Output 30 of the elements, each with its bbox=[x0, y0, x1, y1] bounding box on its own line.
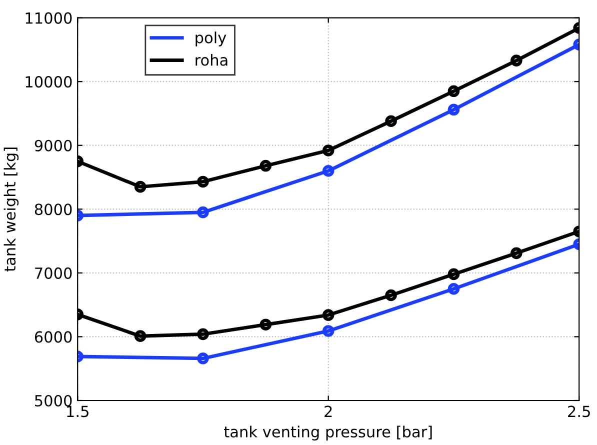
point bbox=[448, 282, 460, 295]
y-tick-label: 9000 bbox=[34, 140, 72, 152]
point bbox=[260, 160, 272, 172]
x-tick-label: 2 bbox=[324, 406, 332, 417]
point bbox=[197, 352, 209, 364]
x-axis-title: tank venting pressure [bar] bbox=[224, 426, 432, 440]
y-tick-label: 8000 bbox=[34, 204, 72, 216]
point bbox=[385, 289, 397, 302]
y-tick-label: 6000 bbox=[34, 331, 72, 343]
point bbox=[197, 176, 209, 188]
point bbox=[197, 206, 209, 218]
point bbox=[322, 164, 334, 177]
point bbox=[448, 85, 460, 98]
point bbox=[448, 104, 460, 116]
point bbox=[322, 309, 334, 321]
x-tick-label: 1.5 bbox=[67, 406, 88, 418]
point bbox=[260, 318, 272, 330]
point bbox=[322, 144, 334, 156]
point bbox=[197, 328, 209, 340]
legend-label: poly bbox=[196, 32, 226, 46]
x-tick-label: 2.5 bbox=[568, 406, 590, 418]
point bbox=[322, 325, 334, 337]
point bbox=[448, 268, 460, 280]
legend-label: roha bbox=[196, 54, 228, 66]
y-tick-label: 5000 bbox=[35, 394, 72, 407]
point bbox=[385, 115, 397, 128]
y-tick-label: 11000 bbox=[26, 12, 72, 24]
y-tick-label: 10000 bbox=[26, 76, 72, 88]
y-tick-label: 7000 bbox=[35, 267, 72, 279]
y-axis-title: tank weight [kg] bbox=[4, 148, 19, 272]
